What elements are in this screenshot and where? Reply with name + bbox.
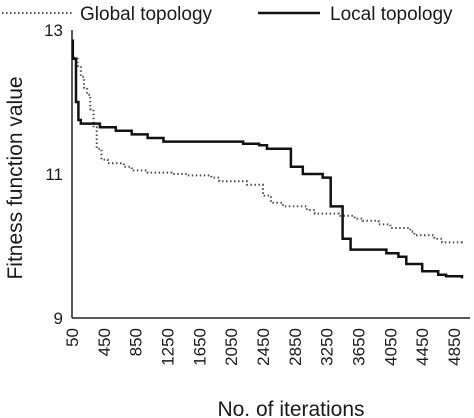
x-tick-label: 2450	[254, 328, 273, 366]
x-tick-label: 2850	[286, 328, 305, 366]
x-tick-label: 4850	[445, 328, 464, 366]
y-axis-title: Fitness function value	[4, 76, 27, 279]
x-tick-label: 2050	[222, 328, 241, 366]
y-tick-label: 13	[44, 21, 63, 40]
x-tick-label: 850	[127, 328, 146, 356]
x-tick-label: 3250	[318, 328, 337, 366]
y-tick-label: 11	[45, 165, 63, 184]
legend-label-global-topology: Global topology	[80, 4, 213, 25]
legend-label-local-topology: Local topology	[330, 4, 453, 25]
y-tick-labels: 9 11 13	[44, 21, 63, 328]
x-tick-label: 1250	[159, 328, 178, 366]
x-tick-labels: 50 450 850 1250 1650 2050 2450 2850 3250 3650 4050…	[63, 328, 464, 366]
x-tick-label: 3650	[350, 328, 369, 366]
x-tick-label: 50	[63, 328, 82, 347]
x-axis-title: No. of iterations	[217, 398, 364, 418]
x-tick-label: 4450	[413, 328, 432, 366]
series-line-local-topology	[71, 39, 464, 279]
x-tick-label: 4050	[381, 328, 400, 366]
x-tick-label: 450	[95, 328, 114, 356]
x-tick-label: 1650	[190, 328, 209, 366]
series-layer	[71, 39, 464, 279]
legend: Global topology Local topology	[2, 4, 453, 25]
y-tick-label: 9	[54, 309, 63, 328]
